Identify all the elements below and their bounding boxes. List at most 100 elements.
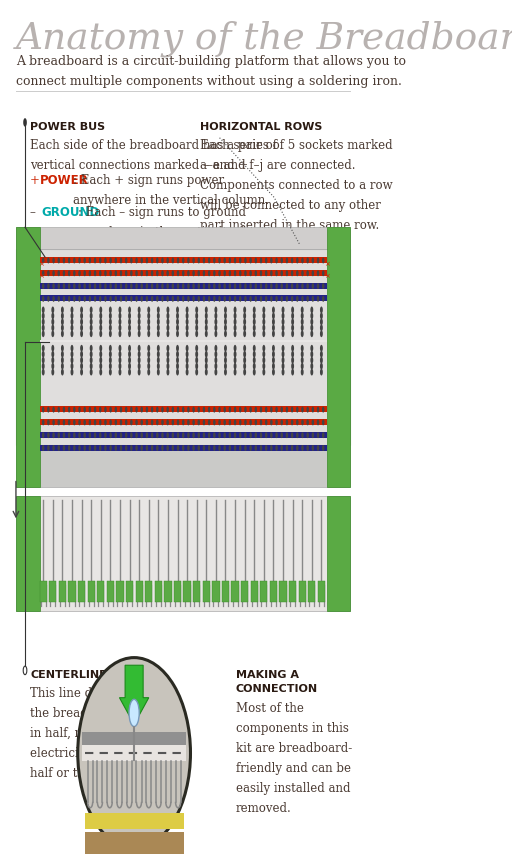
Circle shape <box>301 432 304 438</box>
Circle shape <box>166 296 169 302</box>
Circle shape <box>243 345 246 351</box>
Circle shape <box>244 296 247 302</box>
Circle shape <box>195 312 198 319</box>
Text: This line divides
the breadboard
in half, restricting
electricity to one
half or: This line divides the breadboard in half… <box>31 687 138 780</box>
Circle shape <box>151 257 154 263</box>
Circle shape <box>172 257 174 263</box>
Circle shape <box>176 312 179 319</box>
Circle shape <box>125 432 127 438</box>
Circle shape <box>281 407 283 413</box>
Circle shape <box>270 283 272 289</box>
Circle shape <box>215 363 217 369</box>
Circle shape <box>301 363 304 369</box>
Circle shape <box>176 351 179 357</box>
Circle shape <box>115 407 117 413</box>
Circle shape <box>205 345 208 351</box>
Circle shape <box>186 312 188 319</box>
Circle shape <box>265 407 267 413</box>
Circle shape <box>78 432 81 438</box>
Circle shape <box>71 312 73 319</box>
Circle shape <box>128 369 131 375</box>
Circle shape <box>291 283 293 289</box>
Circle shape <box>213 257 216 263</box>
Circle shape <box>177 296 179 302</box>
Circle shape <box>254 420 257 426</box>
Circle shape <box>306 445 309 451</box>
Circle shape <box>262 312 265 319</box>
Circle shape <box>130 432 133 438</box>
Circle shape <box>52 407 55 413</box>
Circle shape <box>312 257 314 263</box>
Circle shape <box>51 345 54 351</box>
Circle shape <box>57 296 60 302</box>
Circle shape <box>239 283 242 289</box>
Circle shape <box>270 407 272 413</box>
Circle shape <box>89 257 91 263</box>
Ellipse shape <box>78 657 190 848</box>
Circle shape <box>51 363 54 369</box>
Polygon shape <box>327 227 351 487</box>
Circle shape <box>317 432 319 438</box>
Circle shape <box>176 345 179 351</box>
Circle shape <box>99 283 101 289</box>
Circle shape <box>89 420 91 426</box>
Circle shape <box>182 257 184 263</box>
Circle shape <box>166 270 169 276</box>
Polygon shape <box>16 445 351 487</box>
Circle shape <box>147 318 150 325</box>
Circle shape <box>282 363 285 369</box>
Text: GROUND: GROUND <box>41 206 100 219</box>
Circle shape <box>275 257 278 263</box>
Polygon shape <box>39 406 327 412</box>
Circle shape <box>223 445 226 451</box>
Circle shape <box>172 420 174 426</box>
Circle shape <box>109 363 112 369</box>
Polygon shape <box>39 445 327 451</box>
Circle shape <box>195 357 198 363</box>
Circle shape <box>115 420 117 426</box>
Circle shape <box>254 283 257 289</box>
Circle shape <box>224 345 227 351</box>
Circle shape <box>233 318 237 325</box>
Circle shape <box>244 270 247 276</box>
Circle shape <box>296 283 298 289</box>
Circle shape <box>138 357 141 363</box>
Circle shape <box>187 296 189 302</box>
Circle shape <box>224 369 227 375</box>
Circle shape <box>110 257 112 263</box>
Circle shape <box>147 363 150 369</box>
Circle shape <box>145 445 148 451</box>
Circle shape <box>118 357 121 363</box>
Circle shape <box>193 407 195 413</box>
Circle shape <box>99 363 102 369</box>
Text: Each series of 5 sockets marked
a–e and f–j are connected.
Components connected : Each series of 5 sockets marked a–e and … <box>200 139 392 233</box>
Circle shape <box>99 330 102 337</box>
Circle shape <box>301 296 304 302</box>
Circle shape <box>166 345 169 351</box>
Circle shape <box>233 330 237 337</box>
Circle shape <box>62 296 65 302</box>
Circle shape <box>42 283 45 289</box>
Circle shape <box>195 318 198 325</box>
Circle shape <box>218 432 221 438</box>
Circle shape <box>224 351 227 357</box>
Circle shape <box>301 420 304 426</box>
Circle shape <box>262 369 265 375</box>
Circle shape <box>51 306 54 313</box>
Polygon shape <box>39 257 327 263</box>
FancyArrow shape <box>119 665 149 724</box>
Circle shape <box>320 318 323 325</box>
Circle shape <box>213 296 216 302</box>
Circle shape <box>265 432 267 438</box>
Circle shape <box>215 312 217 319</box>
Polygon shape <box>212 581 220 602</box>
Circle shape <box>195 330 198 337</box>
Circle shape <box>62 407 65 413</box>
Circle shape <box>182 270 184 276</box>
Circle shape <box>42 306 45 313</box>
Circle shape <box>249 296 252 302</box>
Circle shape <box>270 420 272 426</box>
Circle shape <box>301 407 304 413</box>
Circle shape <box>104 270 106 276</box>
Circle shape <box>253 369 255 375</box>
